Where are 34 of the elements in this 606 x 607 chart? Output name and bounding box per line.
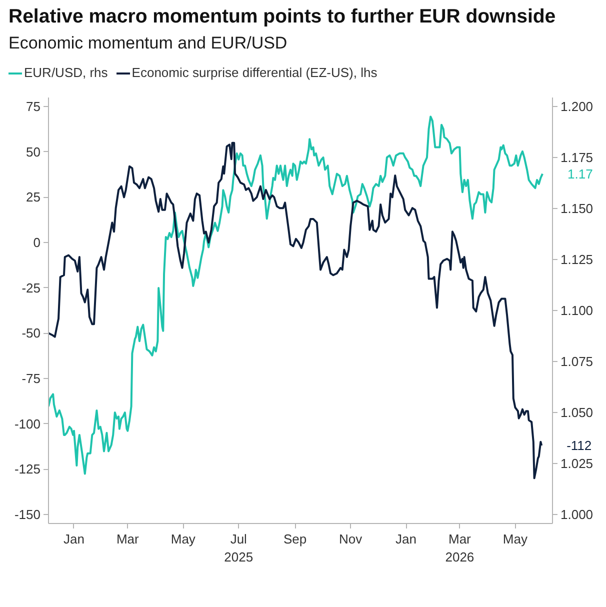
legend-label: Economic surprise differential (EZ-US), lhs (132, 65, 378, 80)
y-tick-label: 50 (26, 144, 41, 160)
y-tick-label: 25 (26, 190, 41, 205)
y2-tick-label: 1.150 (560, 200, 594, 216)
y2-tick-label: 1.175 (560, 150, 594, 165)
chart-subtitle: Economic momentum and EUR/USD (8, 34, 288, 52)
x-tick-label: May (502, 532, 528, 546)
data-label: -112 (566, 438, 592, 454)
y2-tick-label: 1.025 (560, 456, 594, 472)
x-tick-label: Nov (338, 532, 363, 546)
data-label: 1.17 (567, 166, 593, 182)
x-tick-label: Mar (116, 532, 140, 546)
y-tick-label: 0 (33, 235, 41, 250)
y-tick-label: -125 (14, 462, 41, 477)
y-tick-label: -25 (22, 280, 41, 296)
legend-label: EUR/USD, rhs (24, 65, 108, 80)
y2-tick-label: 1.075 (560, 354, 594, 370)
y2-tick-label: 1.200 (560, 98, 594, 114)
y2-tick-label: 1.000 (560, 507, 594, 522)
x-tick-label: Jan (396, 532, 417, 546)
y2-tick-label: 1.100 (560, 303, 594, 318)
y-tick-label: -75 (22, 370, 41, 386)
x-tick-label: Sep (283, 532, 307, 546)
x-tick-label: Mar 2026 (445, 532, 474, 564)
x-tick-label: May (170, 532, 196, 546)
y-tick-label: 75 (26, 99, 41, 114)
x-tick-label: Jan (63, 532, 84, 546)
y-tick-label: -100 (14, 416, 41, 432)
chart-title: Relative macro momentum points to further EUR downside (8, 6, 556, 28)
y2-tick-label: 1.050 (560, 405, 594, 420)
x-tick-label: Jul 2025 (224, 532, 254, 564)
y-tick-label: -50 (22, 326, 41, 341)
y-tick-label: -150 (14, 506, 41, 522)
y2-tick-label: 1.125 (560, 252, 594, 267)
